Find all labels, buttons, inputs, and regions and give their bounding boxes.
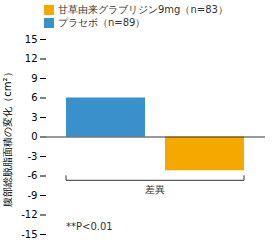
svg-text:9: 9	[31, 73, 37, 84]
svg-text:差異: 差異	[145, 184, 165, 195]
svg-text:-15: -15	[21, 229, 37, 240]
html-text:甘草由来グラブリジン9mg（n=83）: 甘草由来グラブリジン9mg（n=83）	[58, 4, 228, 15]
svg-text:-12: -12	[21, 209, 37, 220]
svg-text:0: 0	[31, 131, 37, 142]
svg-text:**P<0.01: **P<0.01	[66, 221, 113, 232]
svg-text:15: 15	[25, 34, 38, 45]
svg-text:腹部総脱脂面積の変化（cm²）: 腹部総脱脂面積の変化（cm²）	[2, 67, 13, 206]
svg-text:6: 6	[31, 92, 37, 103]
svg-text:-9: -9	[28, 190, 38, 201]
svg-text:-3: -3	[28, 151, 38, 162]
svg-text:-6: -6	[28, 170, 38, 181]
html-text:プラセボ（n=89）: プラセボ（n=89）	[58, 17, 146, 28]
svg-text:12: 12	[25, 53, 38, 64]
svg-text:3: 3	[31, 112, 37, 123]
